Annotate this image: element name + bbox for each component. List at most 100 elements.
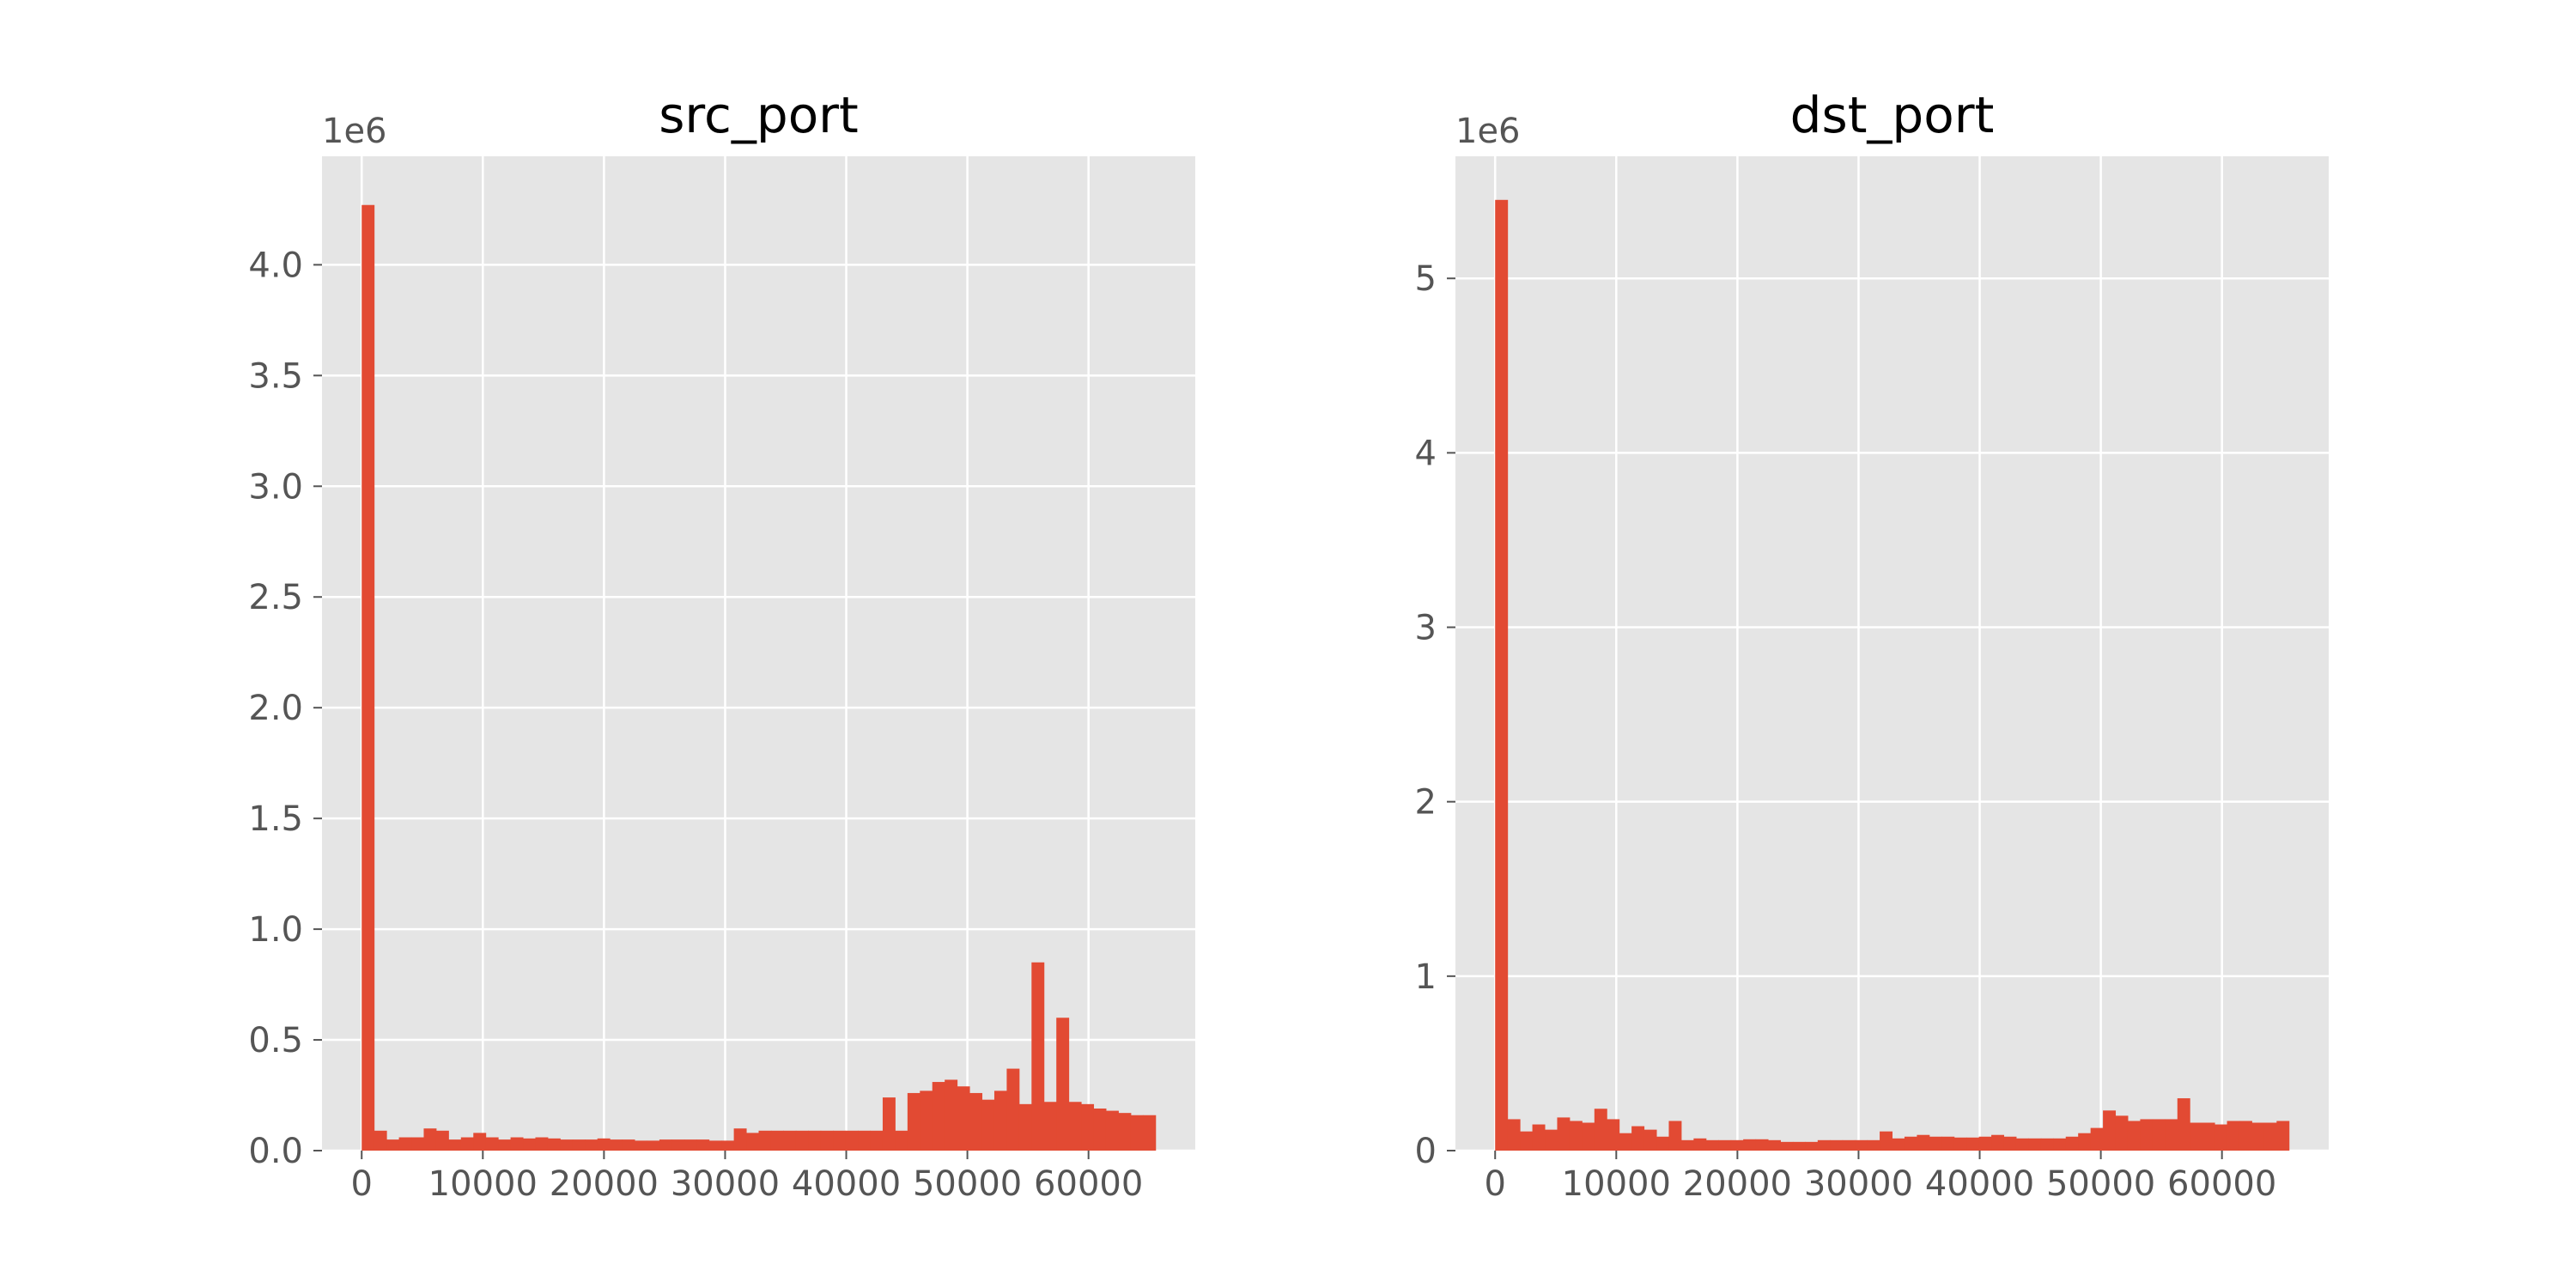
dst-port-bar-26	[1817, 1139, 1831, 1151]
dst-port-plot-area	[1455, 156, 2329, 1151]
dst-port-bar-54	[2165, 1119, 2178, 1151]
dst-port-bar-7	[1582, 1122, 1595, 1151]
src-port-bar-5	[423, 1128, 437, 1151]
dst-port-x-tick-label-6: 60000	[2167, 1164, 2276, 1204]
dst-port-bar-63	[2276, 1121, 2290, 1151]
dst-port-y-offset-label: 1e6	[1455, 112, 1521, 151]
dst-port-bar-42	[2015, 1138, 2029, 1151]
dst-port-bar-34	[1917, 1134, 1930, 1151]
dst-port-bar-48	[2090, 1127, 2104, 1151]
src-port-bar-49	[969, 1092, 983, 1151]
src-port-histogram-panel: 0 10000 20000 30000 40000 50000 60000 0.0 0.5 1.0…	[248, 86, 1195, 1204]
src-port-x-tick-label-5: 50000	[913, 1164, 1022, 1204]
dst-port-bar-50	[2115, 1115, 2129, 1151]
dst-port-bar-59	[2227, 1121, 2240, 1151]
dst-port-bar-18	[1718, 1139, 1732, 1151]
dst-port-bar-28	[1842, 1139, 1856, 1151]
src-port-bar-9	[473, 1133, 487, 1151]
dst-port-x-tick-label-4: 40000	[1925, 1164, 2034, 1204]
dst-port-bar-57	[2202, 1122, 2215, 1151]
src-port-bar-19	[597, 1138, 611, 1151]
src-port-bar-39	[845, 1130, 859, 1151]
dst-port-bar-56	[2190, 1122, 2203, 1151]
dst-port-bar-1	[1507, 1119, 1521, 1151]
dst-port-bar-23	[1780, 1141, 1794, 1151]
src-port-bar-60	[1105, 1110, 1119, 1151]
dst-port-bar-37	[1953, 1137, 1967, 1151]
src-port-bar-27	[696, 1139, 710, 1151]
src-port-bar-40	[858, 1130, 872, 1151]
src-port-bar-15	[547, 1138, 561, 1151]
dst-port-bar-9	[1607, 1119, 1620, 1151]
src-port-bar-51	[993, 1091, 1007, 1151]
src-port-y-tick-label-2: 1.0	[248, 910, 303, 950]
src-port-bar-44	[907, 1092, 920, 1151]
dst-port-bar-25	[1805, 1141, 1819, 1151]
src-port-bar-36	[808, 1130, 822, 1151]
src-port-y-offset-label: 1e6	[322, 112, 387, 151]
src-port-bar-28	[708, 1140, 722, 1151]
dst-port-bar-35	[1929, 1136, 1942, 1151]
src-port-bar-41	[870, 1130, 884, 1151]
dst-port-bar-62	[2263, 1122, 2277, 1151]
dst-port-bar-21	[1755, 1139, 1769, 1151]
src-port-bar-58	[1081, 1103, 1095, 1151]
src-port-bar-8	[460, 1137, 474, 1151]
dst-port-bar-22	[1768, 1139, 1781, 1151]
dst-port-y-tick-label-4: 4	[1415, 434, 1437, 473]
dst-port-bar-46	[2065, 1136, 2079, 1151]
dst-port-bar-11	[1631, 1126, 1645, 1151]
dst-port-bar-58	[2215, 1124, 2228, 1151]
dst-port-x-tick-label-1: 10000	[1562, 1164, 1671, 1204]
dst-port-bar-31	[1880, 1131, 1893, 1151]
src-port-x-tick-label-0: 0	[351, 1164, 373, 1204]
dst-port-y-tick-label-3: 3	[1415, 609, 1437, 648]
src-port-bar-24	[659, 1139, 672, 1151]
src-port-bar-38	[833, 1130, 847, 1151]
src-port-bar-33	[770, 1130, 784, 1151]
dst-port-bar-60	[2239, 1121, 2252, 1151]
dst-port-y-tick-label-5: 5	[1415, 259, 1437, 299]
dst-port-y-tick-label-1: 1	[1415, 957, 1437, 997]
src-port-bar-25	[671, 1139, 685, 1151]
dst-port-bar-27	[1830, 1139, 1844, 1151]
src-port-y-tick-label-6: 3.0	[248, 467, 303, 507]
src-port-bar-22	[635, 1140, 647, 1151]
src-port-y-tick-label-1: 0.5	[248, 1021, 303, 1060]
dst-port-bar-41	[2003, 1136, 2017, 1151]
src-port-bar-7	[448, 1139, 462, 1151]
src-port-y-tick-label-3: 1.5	[248, 799, 303, 839]
src-port-bar-3	[398, 1137, 412, 1151]
src-port-bar-30	[733, 1128, 747, 1151]
dst-port-x-tick-label-3: 30000	[1804, 1164, 1913, 1204]
src-port-bar-55	[1043, 1102, 1057, 1151]
src-port-y-tick-label-5: 2.5	[248, 578, 303, 617]
dst-port-bar-29	[1855, 1139, 1868, 1151]
src-port-bar-45	[920, 1091, 933, 1151]
src-port-y-tick-label-7: 3.5	[248, 356, 303, 396]
src-port-bar-48	[957, 1086, 970, 1151]
dst-port-bar-24	[1792, 1141, 1806, 1151]
src-port-bar-12	[510, 1137, 524, 1151]
dst-port-bar-33	[1904, 1136, 1917, 1151]
src-port-chart-title: src_port	[659, 86, 859, 144]
dst-port-chart-title: dst_port	[1790, 86, 1995, 144]
src-port-bar-62	[1130, 1115, 1144, 1151]
src-port-bar-2	[386, 1139, 400, 1151]
dst-port-bar-47	[2078, 1133, 2092, 1151]
dst-port-bar-17	[1705, 1139, 1719, 1151]
dst-port-bar-19	[1730, 1139, 1744, 1151]
src-port-y-tick-label-0: 0.0	[248, 1132, 303, 1171]
src-port-bar-18	[585, 1139, 598, 1151]
dst-port-bar-0	[1495, 199, 1509, 1151]
src-port-y-tick-label-8: 4.0	[248, 246, 303, 285]
src-port-y-tick-label-4: 2.0	[248, 689, 303, 728]
src-port-bar-42	[882, 1097, 896, 1151]
dst-port-histogram-panel: 0 10000 20000 30000 40000 50000 60000 0 1 2 3 4 5 1e6…	[1415, 86, 2329, 1204]
dst-port-x-tick-label-5: 50000	[2046, 1164, 2155, 1204]
dst-port-bar-55	[2177, 1098, 2190, 1151]
src-port-bar-59	[1093, 1108, 1107, 1151]
src-port-bar-34	[783, 1130, 797, 1151]
src-port-bar-11	[498, 1139, 512, 1151]
